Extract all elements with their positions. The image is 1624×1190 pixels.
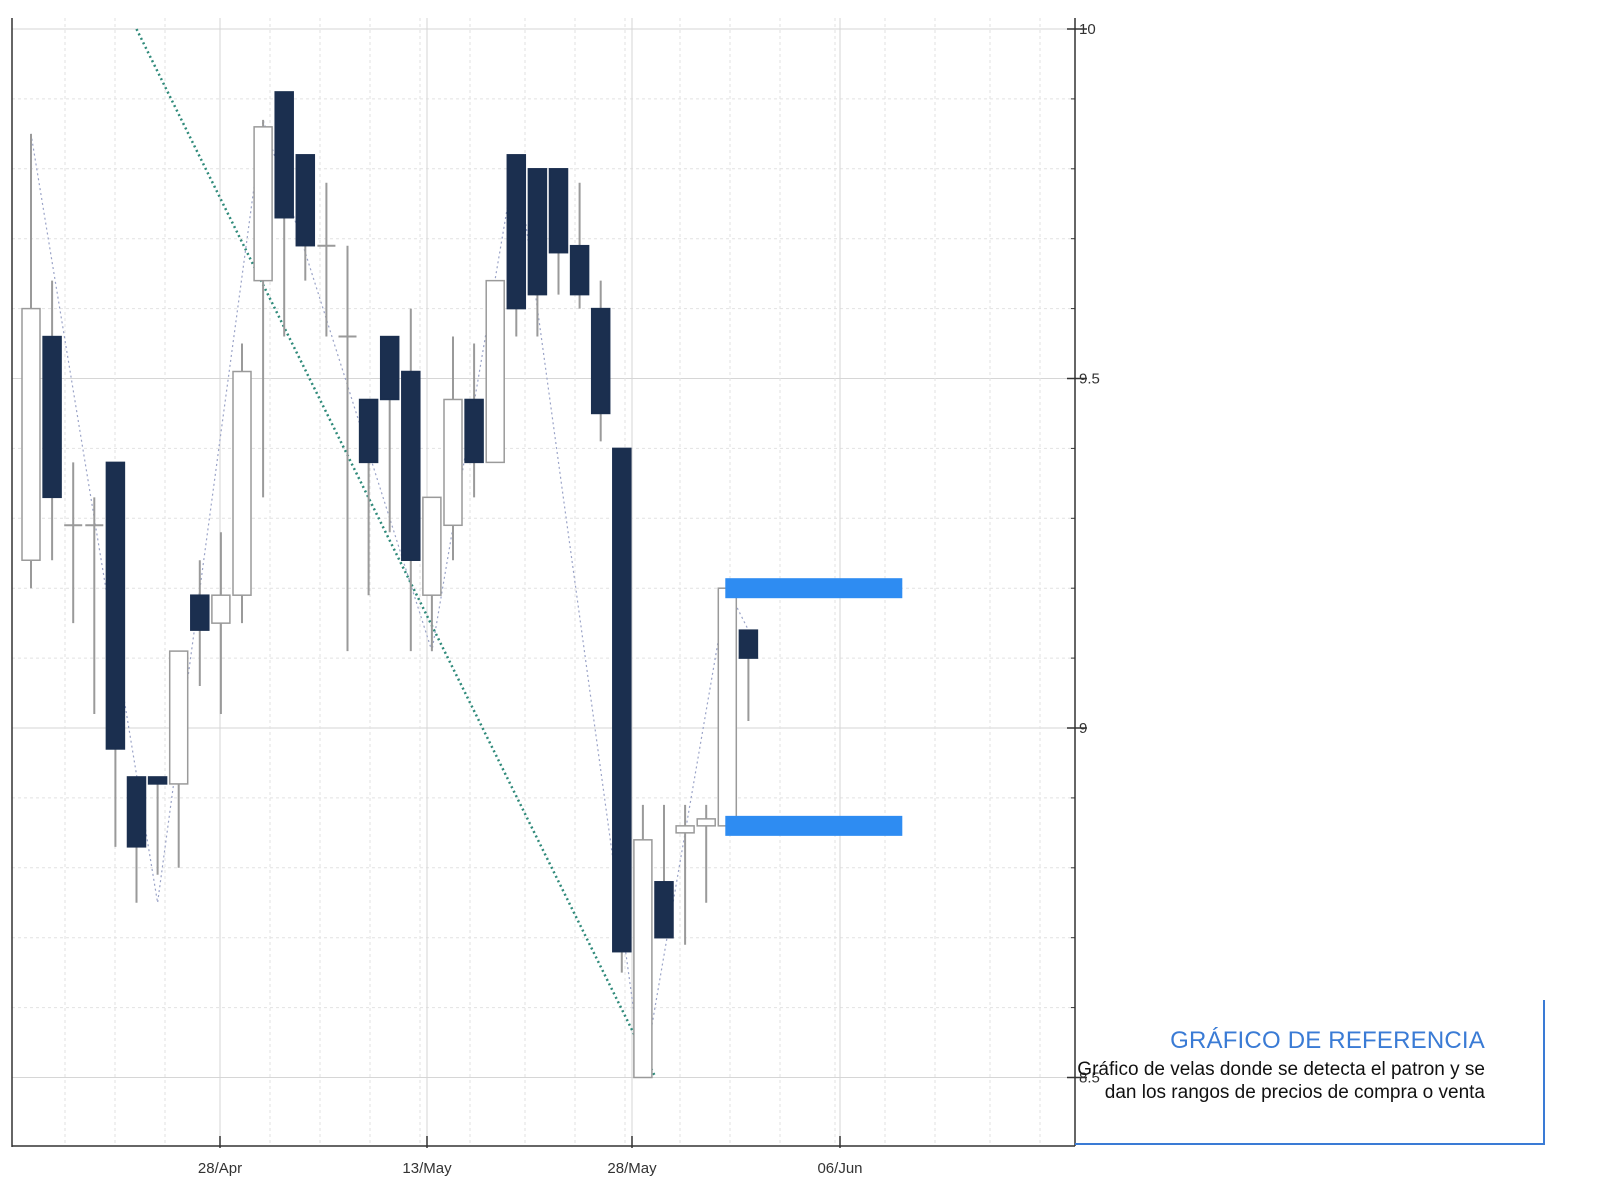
candle-30 [654, 804, 674, 939]
candle-21 [464, 343, 484, 498]
candle-24 [527, 168, 548, 337]
candle-18 [401, 308, 421, 652]
candle-body [147, 776, 168, 785]
candle-body [675, 825, 695, 834]
candle-6 [147, 776, 168, 875]
candle-body [548, 168, 569, 254]
candle-body [190, 594, 210, 631]
candle-14 [317, 182, 336, 337]
candle-17 [379, 335, 400, 533]
candle-body [633, 839, 653, 1079]
candle-12 [274, 91, 294, 337]
candle-28 [612, 447, 632, 973]
trendline-dotted [135, 28, 657, 1079]
caption-text: Gráfico de velas donde se detecta el pat… [1077, 1059, 1485, 1103]
candle-34 [738, 629, 759, 722]
candle-16 [358, 398, 379, 596]
candle-body [485, 279, 505, 464]
candle-body [738, 629, 759, 659]
x-tick-label: 28/Apr [198, 1160, 242, 1177]
price-range-bands [725, 578, 903, 836]
candle-33 [717, 587, 738, 827]
price-range-band-1 [725, 815, 903, 836]
y-tick-label: 10 [1079, 21, 1096, 38]
caption-box: GRÁFICO DE REFERENCIA Gráfico de velas d… [1075, 1000, 1545, 1145]
candle-10 [232, 343, 252, 624]
candle-20 [443, 336, 463, 561]
candle-body [126, 776, 147, 848]
y-tick-label: 8.5 [1079, 1070, 1100, 1087]
candle-29 [633, 804, 653, 1079]
caption-title: GRÁFICO DE REFERENCIA [1170, 1027, 1485, 1054]
candle-body [295, 154, 316, 247]
candle-13 [295, 154, 316, 281]
candle-body [105, 461, 126, 750]
candle-body [253, 126, 273, 282]
candle-23 [506, 154, 527, 337]
candle-7 [168, 650, 189, 868]
candle-22 [485, 279, 505, 464]
candle-body [422, 496, 442, 596]
candle-body [612, 447, 632, 953]
candle-31 [675, 804, 695, 945]
candle-3 [85, 497, 104, 715]
candle-15 [338, 245, 357, 652]
x-tick-label: 13/May [402, 1160, 452, 1177]
y-tick-label: 9.5 [1079, 371, 1100, 388]
candle-body [211, 594, 231, 624]
candle-4 [105, 461, 126, 847]
x-tick-label: 06/Jun [817, 1160, 862, 1177]
candle-body [21, 307, 41, 561]
candle-body [232, 370, 252, 596]
candle-body [590, 307, 611, 415]
x-axis: 28/Apr 13/May 28/May 06/Jun [198, 1136, 863, 1177]
trendline [135, 28, 657, 1079]
candle-11 [253, 119, 273, 498]
candle-body [401, 370, 421, 561]
candle-body [379, 335, 400, 401]
candle-body [717, 587, 738, 827]
candle-body [696, 818, 716, 827]
candle-1 [42, 280, 62, 561]
candles [21, 91, 759, 1079]
candle-25 [548, 168, 569, 295]
candle-27 [590, 280, 611, 442]
candle-2 [64, 462, 83, 624]
candle-32 [696, 804, 716, 903]
candle-5 [126, 776, 147, 903]
candle-26 [569, 182, 590, 309]
y-axis: 10 9.5 9 8.5 [1067, 21, 1100, 1087]
candle-body [42, 335, 62, 499]
y-tick-label: 9 [1079, 720, 1087, 737]
candle-body [527, 168, 548, 296]
x-tick-label: 28/May [607, 1160, 657, 1177]
candle-8 [190, 560, 210, 687]
price-range-band-0 [725, 578, 903, 599]
candle-body [274, 91, 294, 219]
candle-body [506, 154, 527, 310]
candle-0 [21, 133, 41, 589]
candle-body [464, 398, 484, 464]
candle-body [358, 398, 379, 464]
candle-body [654, 881, 674, 939]
candle-body [168, 650, 189, 785]
candle-body [569, 244, 590, 296]
candle-body [443, 398, 463, 527]
candle-9 [211, 532, 231, 715]
candle-19 [422, 496, 442, 652]
